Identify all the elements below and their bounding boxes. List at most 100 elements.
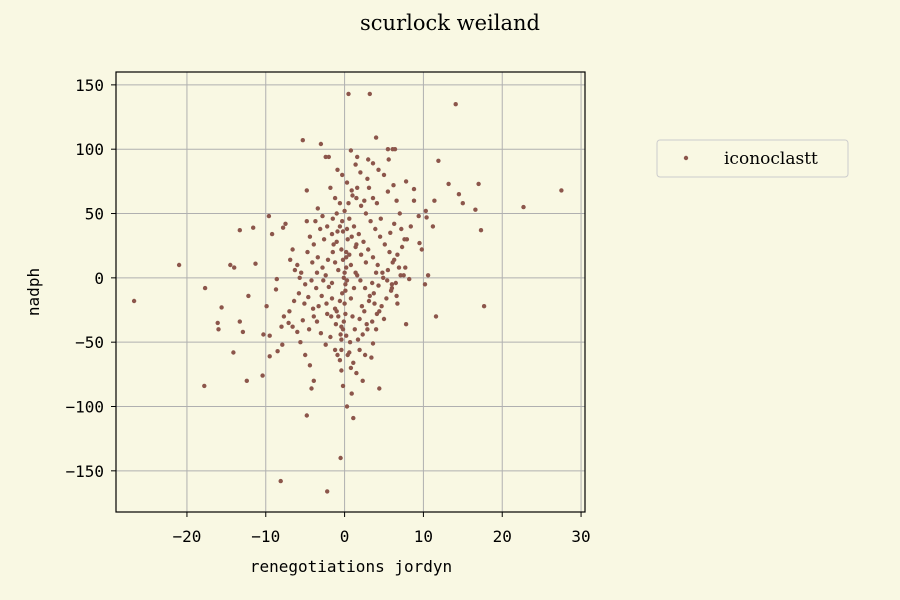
scatter-point: [228, 262, 233, 268]
scatter-point: [315, 255, 320, 260]
scatter-point: [362, 198, 367, 203]
scatter-point: [366, 247, 371, 252]
x-tick-label: −10: [251, 527, 280, 546]
scatter-point: [370, 319, 375, 324]
scatter-point: [336, 314, 341, 319]
scatter-point: [335, 229, 340, 234]
scatter-point: [411, 186, 417, 192]
chart-title: scurlock weiland: [360, 11, 540, 35]
scatter-point: [314, 319, 320, 324]
scatter-point: [237, 319, 242, 324]
scatter-point: [368, 219, 373, 224]
scatter-point: [355, 185, 360, 190]
scatter-point: [278, 478, 283, 484]
scatter-point: [287, 309, 292, 314]
scatter-point: [424, 215, 429, 220]
scatter-point: [329, 280, 335, 286]
scatter-point: [395, 252, 400, 257]
scatter-point: [385, 147, 391, 152]
scatter-point: [345, 237, 350, 242]
scatter-point: [411, 198, 417, 203]
scatter-point: [334, 211, 339, 216]
y-tick-label: −100: [65, 398, 104, 417]
scatter-point: [281, 314, 287, 319]
scatter-point: [313, 219, 318, 224]
scatter-point: [347, 252, 352, 257]
scatter-point: [359, 304, 365, 309]
scatter-point: [354, 242, 359, 247]
scatter-point: [390, 260, 395, 265]
scatter-point: [386, 157, 391, 162]
scatter-point: [355, 337, 361, 342]
scatter-point: [432, 198, 437, 203]
y-tick-label: 50: [85, 205, 104, 224]
scatter-point: [320, 213, 325, 219]
scatter-point: [401, 273, 406, 278]
scatter-point: [310, 306, 316, 311]
scatter-point: [215, 320, 220, 326]
scatter-point: [269, 231, 275, 237]
scatter-point: [436, 158, 441, 163]
scatter-point: [232, 265, 237, 270]
y-tick-label: 150: [75, 76, 104, 95]
scatter-point: [219, 305, 224, 310]
scatter-point: [366, 185, 372, 190]
scatter-point: [261, 332, 266, 337]
scatter-point: [376, 167, 381, 172]
scatter-point: [397, 211, 402, 216]
scatter-point: [403, 322, 409, 327]
scatter-point: [356, 231, 361, 237]
scatter-point: [329, 314, 334, 319]
scatter-point: [453, 102, 458, 107]
scatter-point: [341, 319, 346, 324]
scatter-point: [307, 234, 313, 239]
scatter-point: [377, 386, 382, 391]
scatter-point: [373, 135, 379, 140]
scatter-point: [329, 296, 335, 301]
scatter-point: [306, 294, 311, 300]
scatter-point: [478, 228, 484, 233]
legend-box: [656, 139, 849, 178]
scatter-point: [476, 181, 481, 187]
scatter-point: [202, 285, 208, 291]
scatter-point: [456, 192, 462, 197]
scatter-point: [290, 247, 295, 252]
scatter-point: [339, 368, 344, 373]
scatter-point: [311, 242, 316, 247]
y-tick-label: 100: [75, 140, 104, 159]
scatter-point: [325, 489, 330, 494]
scatter-point: [340, 327, 346, 332]
scatter-point: [331, 242, 336, 247]
scatter-point: [559, 188, 564, 193]
scatter-point: [326, 154, 331, 160]
x-tick-label: 10: [414, 527, 433, 546]
scatter-point: [372, 301, 377, 306]
scatter-point: [348, 365, 354, 371]
scatter-point: [321, 237, 327, 242]
scatter-point: [343, 311, 348, 317]
scatter-point: [328, 334, 333, 340]
scatter-point: [314, 285, 319, 291]
scatter-point: [329, 231, 335, 237]
scatter-point: [394, 293, 399, 299]
scatter-point: [373, 327, 379, 332]
scatter-point: [275, 349, 280, 354]
scatter-point: [460, 201, 465, 206]
scatter-point: [360, 378, 365, 383]
scatter-point: [267, 354, 272, 359]
scatter-point: [365, 327, 370, 332]
scatter-point: [369, 355, 374, 360]
scatter-point: [403, 179, 409, 184]
scatter-point: [334, 239, 339, 244]
scatter-point: [307, 363, 313, 368]
scatter-point: [314, 270, 320, 275]
scatter-point: [337, 358, 343, 363]
scatter-point: [385, 267, 391, 273]
scatter-point: [361, 239, 366, 244]
scatter-point: [344, 249, 349, 255]
scatter-point: [302, 301, 307, 306]
scatter-point: [355, 154, 360, 160]
scatter-point: [371, 291, 376, 296]
scatter-point: [350, 314, 355, 319]
